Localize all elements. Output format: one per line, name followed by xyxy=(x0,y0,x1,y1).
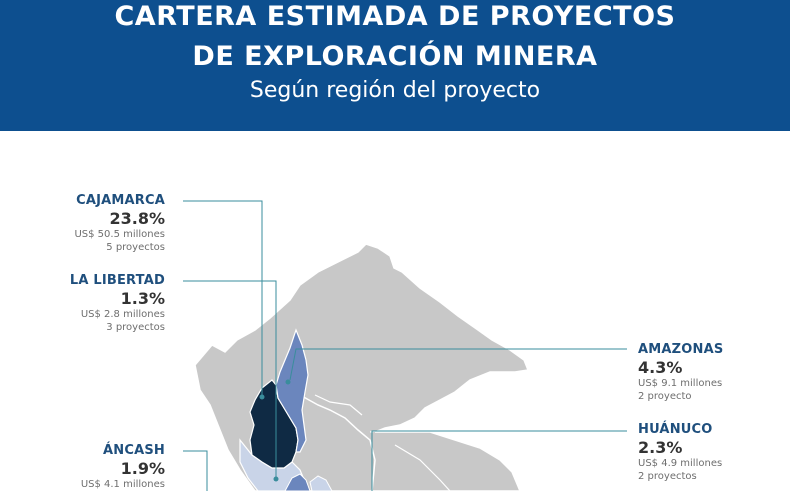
leader-line-ancash xyxy=(183,450,208,491)
title-line-2: DE EXPLORACIÓN MINERA xyxy=(192,41,598,72)
region-border xyxy=(314,394,363,416)
region-amount: US$ 50.5 millones xyxy=(74,229,165,240)
region-percentage: 23.8% xyxy=(109,209,165,228)
region-projects: 5 proyectos xyxy=(106,242,165,253)
region-percentage: 1.3% xyxy=(120,289,165,308)
region-name: ÁNCASH xyxy=(103,443,165,458)
subtitle: Según región del proyecto xyxy=(249,78,541,103)
leader-line-amazonas xyxy=(289,348,627,381)
region-amount: US$ 2.8 millones xyxy=(80,309,165,320)
leader-dot-cajamarca xyxy=(259,394,265,400)
region-ancash xyxy=(284,473,311,491)
region-name: HUÁNUCO xyxy=(638,422,713,437)
region-name: LA LIBERTAD xyxy=(69,273,165,288)
label-la-libertad: LA LIBERTAD 1.3% US$ 2.8 millones 3 proy… xyxy=(70,273,165,334)
header-banner: CARTERA ESTIMADA DE PROYECTOS DE EXPLORA… xyxy=(0,0,790,131)
region-border xyxy=(394,444,451,491)
region-projects: 3 proyectos xyxy=(106,322,165,333)
label-amazonas: AMAZONAS 4.3% US$ 9.1 millones 2 proyect… xyxy=(638,342,723,403)
leader-line-la-libertad xyxy=(183,280,277,479)
label-ancash: ÁNCASH 1.9% US$ 4.1 millones xyxy=(81,443,165,491)
label-huanuco: HUÁNUCO 2.3% US$ 4.9 millones 2 proyecto… xyxy=(638,422,722,483)
region-name: CAJAMARCA xyxy=(76,193,165,208)
leader-line-huanuco xyxy=(371,430,627,491)
region-border xyxy=(369,427,471,441)
leader-line-cajamarca xyxy=(183,200,263,397)
region-amount: US$ 4.1 millones xyxy=(80,479,165,490)
title-line-1: CARTERA ESTIMADA DE PROYECTOS xyxy=(114,1,676,32)
region-amazonas xyxy=(275,328,309,453)
region-amount: US$ 9.1 millones xyxy=(638,378,723,389)
region-huanuco xyxy=(309,475,333,491)
region-border xyxy=(299,394,376,491)
leader-dot-amazonas xyxy=(285,379,291,385)
region-percentage: 2.3% xyxy=(638,438,683,457)
leader-dot-la-libertad xyxy=(273,476,279,482)
region-amount: US$ 4.9 millones xyxy=(638,458,723,469)
region-projects: 2 proyecto xyxy=(638,391,692,402)
label-cajamarca: CAJAMARCA 23.8% US$ 50.5 millones 5 proy… xyxy=(74,193,165,254)
region-projects: 2 proyectos xyxy=(638,471,697,482)
region-percentage: 4.3% xyxy=(638,358,683,377)
region-name: AMAZONAS xyxy=(638,342,724,357)
region-percentage: 1.9% xyxy=(120,459,165,478)
